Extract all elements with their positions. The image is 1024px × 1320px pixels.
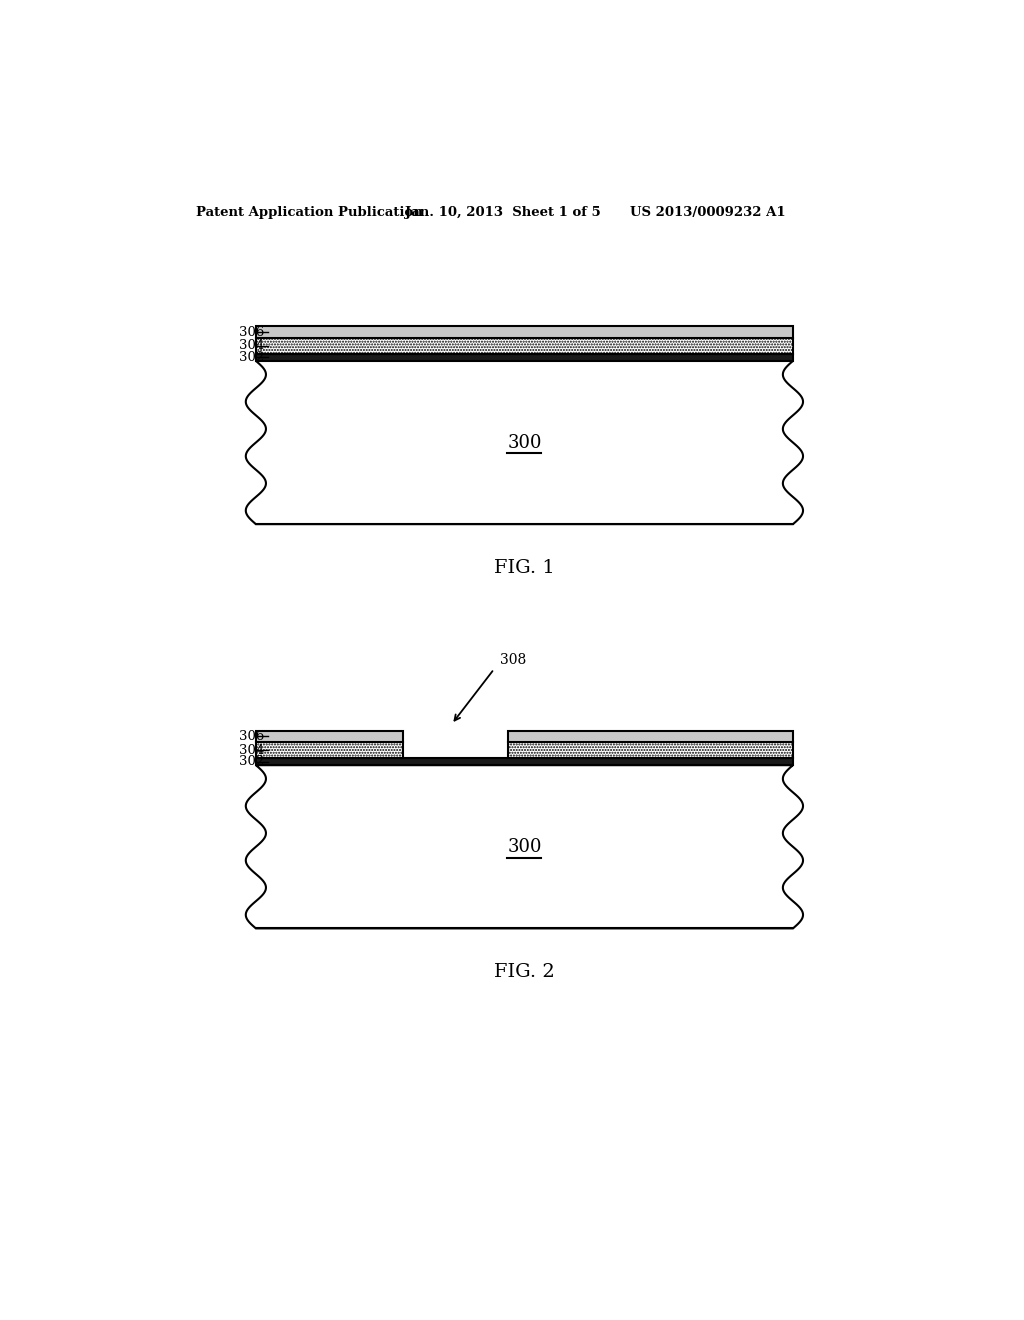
Bar: [256, 730, 403, 742]
Text: 300: 300: [507, 433, 542, 451]
Text: 304: 304: [240, 339, 264, 352]
Text: 306: 306: [239, 326, 264, 338]
Bar: [256, 326, 793, 338]
Bar: [256, 338, 793, 354]
Bar: [256, 354, 793, 360]
Text: 308: 308: [501, 652, 526, 667]
Text: 304: 304: [240, 743, 264, 756]
Text: Patent Application Publication: Patent Application Publication: [197, 206, 423, 219]
Text: US 2013/0009232 A1: US 2013/0009232 A1: [630, 206, 785, 219]
Polygon shape: [246, 766, 803, 928]
Text: 302: 302: [240, 351, 264, 364]
Text: 306: 306: [239, 730, 264, 743]
Text: Jan. 10, 2013  Sheet 1 of 5: Jan. 10, 2013 Sheet 1 of 5: [406, 206, 601, 219]
Text: 302: 302: [240, 755, 264, 768]
Bar: [256, 742, 403, 758]
Text: 300: 300: [507, 838, 542, 855]
Polygon shape: [246, 360, 803, 524]
Text: FIG. 1: FIG. 1: [494, 558, 555, 577]
Text: FIG. 2: FIG. 2: [494, 964, 555, 981]
Bar: [508, 742, 793, 758]
Bar: [508, 730, 793, 742]
Bar: [256, 758, 793, 766]
